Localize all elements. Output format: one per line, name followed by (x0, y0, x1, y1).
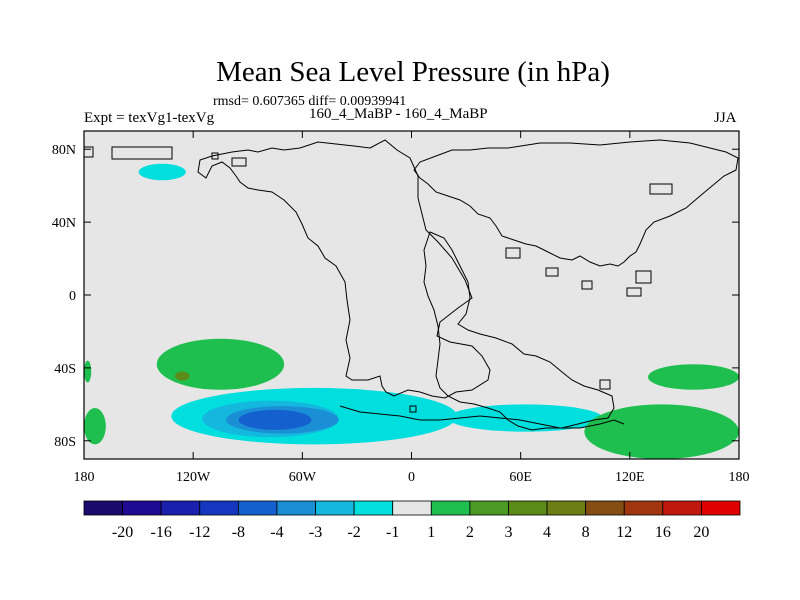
y-tick-label: 80N (52, 143, 76, 158)
y-tick-label: 0 (69, 289, 76, 304)
colorbar-box-4 (237, 500, 278, 516)
colorbar-label: 1 (427, 524, 435, 541)
y-tick-label: 80S (54, 435, 76, 450)
colorbar-label: 12 (616, 524, 632, 541)
anomaly-region-11 (84, 360, 92, 383)
colorbar-label: -12 (189, 524, 210, 541)
x-tick-label: 180 (729, 470, 750, 485)
x-tick-label: 60E (509, 470, 532, 485)
coastline-island (111, 146, 173, 160)
colorbar-box-6 (315, 500, 355, 516)
chart-title: Mean Sea Level Pressure (in hPa) (216, 56, 610, 88)
colorbar-box-5 (276, 500, 316, 516)
coastline-americas (197, 139, 491, 399)
coastline-eurasia (413, 139, 739, 267)
anomaly-region-5 (447, 404, 603, 432)
y-tick-label: 40S (54, 362, 76, 377)
coastline-island (505, 247, 521, 259)
coastline-island (231, 157, 247, 167)
colorbar-label: -8 (232, 524, 245, 541)
colorbar-label: 8 (582, 524, 590, 541)
colorbar: -20 -16 -12 -8 -4 -3 -2 -1 1 2 3 4 8 12 16 20 (83, 500, 741, 541)
colorbar-box-2 (160, 500, 201, 516)
coastline-africa (423, 231, 615, 431)
coastline-island (409, 405, 417, 413)
experiment-label: Expt = texVg1-texVg (84, 110, 215, 126)
x-tick-label: 0 (408, 470, 415, 485)
coastline-antarctic (339, 405, 625, 429)
anomaly-region-8 (648, 364, 739, 390)
colorbar-label: -3 (309, 524, 322, 541)
coastline-island (211, 152, 219, 160)
colorbar-box-8 (392, 500, 432, 516)
colorbar-label: -20 (112, 524, 133, 541)
anomaly-region-9 (584, 404, 739, 459)
season-label: JJA (714, 110, 737, 126)
colorbar-label: -4 (270, 524, 283, 541)
colorbar-box-1 (122, 500, 162, 516)
case-label: 160_4_MaBP - 160_4_MaBP (309, 106, 488, 122)
anomaly-region-10 (84, 407, 106, 445)
colorbar-box-15 (662, 500, 702, 516)
colorbar-box-13 (585, 500, 625, 516)
x-tick-label: 120W (176, 470, 211, 485)
colorbar-label: -2 (347, 524, 360, 541)
y-tick-label: 40N (52, 216, 76, 231)
coastline-island (84, 146, 94, 158)
x-tick-label: 60W (289, 470, 317, 485)
colorbar-box-16 (701, 500, 741, 516)
colorbar-box-3 (199, 500, 239, 516)
axis-ticks (83, 131, 740, 459)
coastline-island (599, 379, 611, 390)
colorbar-label: 4 (543, 524, 551, 541)
colorbar-box-14 (623, 500, 664, 516)
colorbar-label: 3 (504, 524, 512, 541)
colorbar-box-7 (353, 500, 394, 516)
anomaly-layer (84, 163, 739, 459)
stats-label: rmsd= 0.607365 diff= 0.00939941 (213, 94, 407, 109)
colorbar-label: 20 (693, 524, 709, 541)
x-tick-label: 120E (615, 470, 645, 485)
coastline-island (649, 183, 673, 195)
colorbar-label: 2 (466, 524, 474, 541)
colorbar-box-9 (430, 500, 471, 516)
colorbar-label: -16 (151, 524, 172, 541)
axis-labels: 180 120W 60W 0 60E 120E 180 80N 40N 0 40S 80S (52, 143, 750, 485)
coastlines (84, 139, 739, 431)
colorbar-label: 16 (655, 524, 671, 541)
colorbar-box-10 (469, 500, 509, 516)
coastline-island (635, 270, 652, 284)
anomaly-region-4 (238, 409, 312, 430)
colorbar-box-12 (546, 500, 587, 516)
anomaly-region-6 (156, 338, 285, 390)
coastline-island (626, 287, 642, 297)
coastline-island (545, 267, 559, 277)
anomaly-region-0 (138, 163, 186, 181)
coastline-island (581, 280, 593, 290)
colorbar-box-11 (508, 500, 548, 516)
colorbar-box-0 (83, 500, 123, 516)
colorbar-label: -1 (386, 524, 399, 541)
x-tick-label: 180 (74, 470, 95, 485)
anomaly-region-7 (174, 371, 190, 381)
